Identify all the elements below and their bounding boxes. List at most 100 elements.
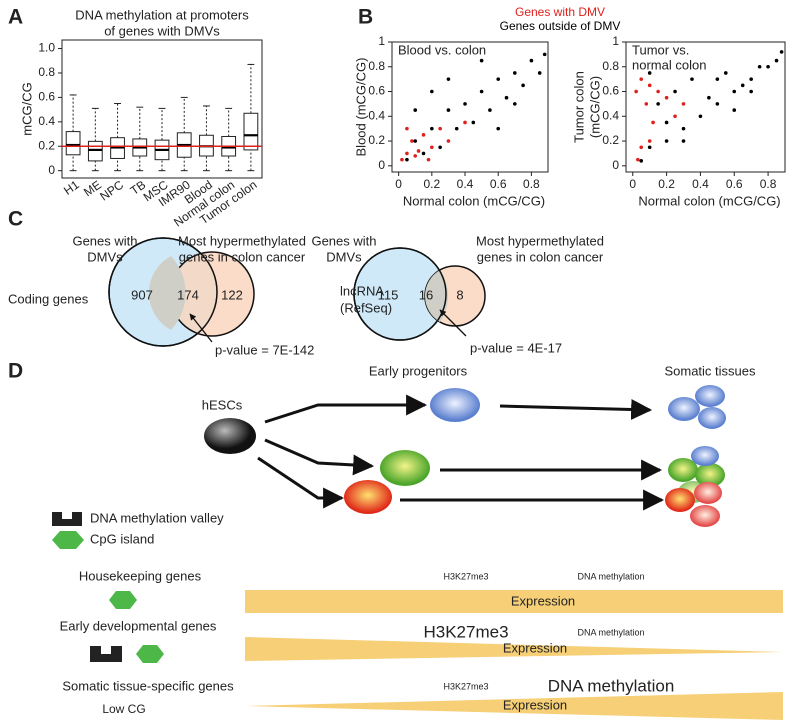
point bbox=[766, 64, 770, 69]
cell bbox=[691, 446, 719, 466]
cell bbox=[668, 458, 698, 482]
y-tick-label: 0.4 bbox=[38, 114, 55, 128]
count: 122 bbox=[221, 287, 243, 302]
y-tick-label: 0.8 bbox=[38, 65, 55, 79]
row-note: Low CG bbox=[102, 702, 145, 716]
point bbox=[479, 89, 484, 94]
x-tick-label: 0.4 bbox=[692, 177, 709, 191]
cpg-icon bbox=[136, 645, 164, 663]
point bbox=[651, 120, 655, 125]
y-tick-label: 0 bbox=[378, 158, 385, 172]
point bbox=[479, 58, 484, 63]
cpg-icon bbox=[52, 531, 84, 549]
annotation: Tumor vs. bbox=[632, 42, 689, 57]
set-label: Genes with bbox=[72, 233, 137, 248]
point bbox=[405, 151, 409, 156]
y-tick-label: 0 bbox=[612, 158, 619, 172]
point bbox=[681, 102, 686, 106]
point bbox=[405, 126, 409, 131]
arrow bbox=[264, 394, 428, 424]
count: 907 bbox=[131, 287, 153, 302]
point bbox=[438, 126, 442, 131]
venn-right: Genes with DMVs Most hypermethylated gen… bbox=[311, 233, 603, 355]
point bbox=[463, 120, 467, 125]
point bbox=[537, 71, 542, 75]
point bbox=[749, 89, 753, 94]
legend-label: CpG island bbox=[90, 531, 154, 546]
point bbox=[681, 139, 686, 143]
row-label: Somatic tissue-specific genes bbox=[62, 678, 234, 693]
point bbox=[664, 139, 669, 143]
chart-title: of genes with DMVs bbox=[104, 23, 220, 38]
point bbox=[421, 133, 426, 137]
stage-label: Somatic tissues bbox=[664, 363, 756, 378]
venn-left: Genes with DMVs Most hypermethylated gen… bbox=[8, 233, 314, 357]
x-tick-label: 0.8 bbox=[760, 177, 777, 191]
expression-wedge bbox=[245, 692, 783, 720]
venn-outline bbox=[108, 237, 218, 347]
box bbox=[87, 140, 103, 162]
y-axis-label: Tumor colon bbox=[571, 71, 586, 143]
point bbox=[496, 77, 501, 81]
x-tick-label: 0.8 bbox=[523, 177, 540, 191]
count: 174 bbox=[177, 287, 199, 302]
point bbox=[504, 95, 509, 100]
point bbox=[513, 71, 517, 75]
y-tick-label: 0.6 bbox=[38, 90, 55, 104]
dmv-icon bbox=[52, 512, 82, 526]
x-tick-label: 0 bbox=[629, 177, 636, 191]
panel-label: C bbox=[8, 208, 23, 231]
point bbox=[426, 157, 431, 162]
point bbox=[639, 159, 644, 163]
point bbox=[430, 126, 434, 131]
mark-label: H3K27me3 bbox=[443, 681, 488, 691]
point bbox=[723, 71, 728, 75]
dmv-icon bbox=[90, 646, 122, 662]
count: 115 bbox=[378, 287, 399, 302]
panel-label: D bbox=[8, 360, 23, 383]
arrow bbox=[264, 438, 375, 476]
band-label: Expression bbox=[511, 593, 575, 608]
arrow bbox=[499, 398, 653, 420]
point bbox=[639, 77, 644, 81]
cell bbox=[380, 450, 430, 486]
venn-outline bbox=[353, 247, 447, 341]
y-tick-label: 0.2 bbox=[368, 133, 385, 147]
arrow bbox=[257, 456, 345, 509]
point bbox=[673, 89, 677, 94]
point bbox=[463, 102, 467, 106]
cell bbox=[694, 482, 722, 504]
set-label: Most hypermethylated bbox=[476, 233, 604, 248]
point bbox=[732, 108, 737, 112]
point bbox=[542, 52, 547, 57]
point bbox=[636, 157, 640, 162]
y-tick-label: 1 bbox=[612, 34, 619, 48]
y-tick-label: 1.0 bbox=[38, 41, 55, 55]
cell bbox=[204, 418, 256, 454]
panel-label: B bbox=[358, 6, 373, 29]
row-label: Housekeeping genes bbox=[79, 568, 202, 583]
point bbox=[673, 114, 677, 119]
point bbox=[446, 139, 451, 143]
point bbox=[779, 50, 784, 54]
x-tick-label: 0 bbox=[395, 177, 402, 191]
panel-label: A bbox=[8, 6, 23, 29]
cell bbox=[668, 397, 700, 421]
venn-overlap bbox=[424, 270, 449, 322]
y-tick-label: 0.6 bbox=[602, 84, 619, 98]
row-label: lncRNA bbox=[340, 283, 384, 298]
cell bbox=[344, 480, 392, 514]
x-tick-label: 0.2 bbox=[423, 177, 440, 191]
origin-label: hESCs bbox=[202, 397, 243, 412]
x-tick-label: 0.6 bbox=[490, 177, 507, 191]
point bbox=[647, 145, 652, 150]
p-value: p-value = 7E-142 bbox=[215, 342, 314, 357]
mark-label: H3K27me3 bbox=[443, 571, 488, 581]
point bbox=[430, 145, 434, 150]
set-label: Genes with bbox=[311, 233, 376, 248]
point bbox=[698, 114, 703, 119]
venn-overlap bbox=[148, 256, 186, 330]
point bbox=[707, 95, 711, 100]
expression-band bbox=[245, 590, 783, 613]
